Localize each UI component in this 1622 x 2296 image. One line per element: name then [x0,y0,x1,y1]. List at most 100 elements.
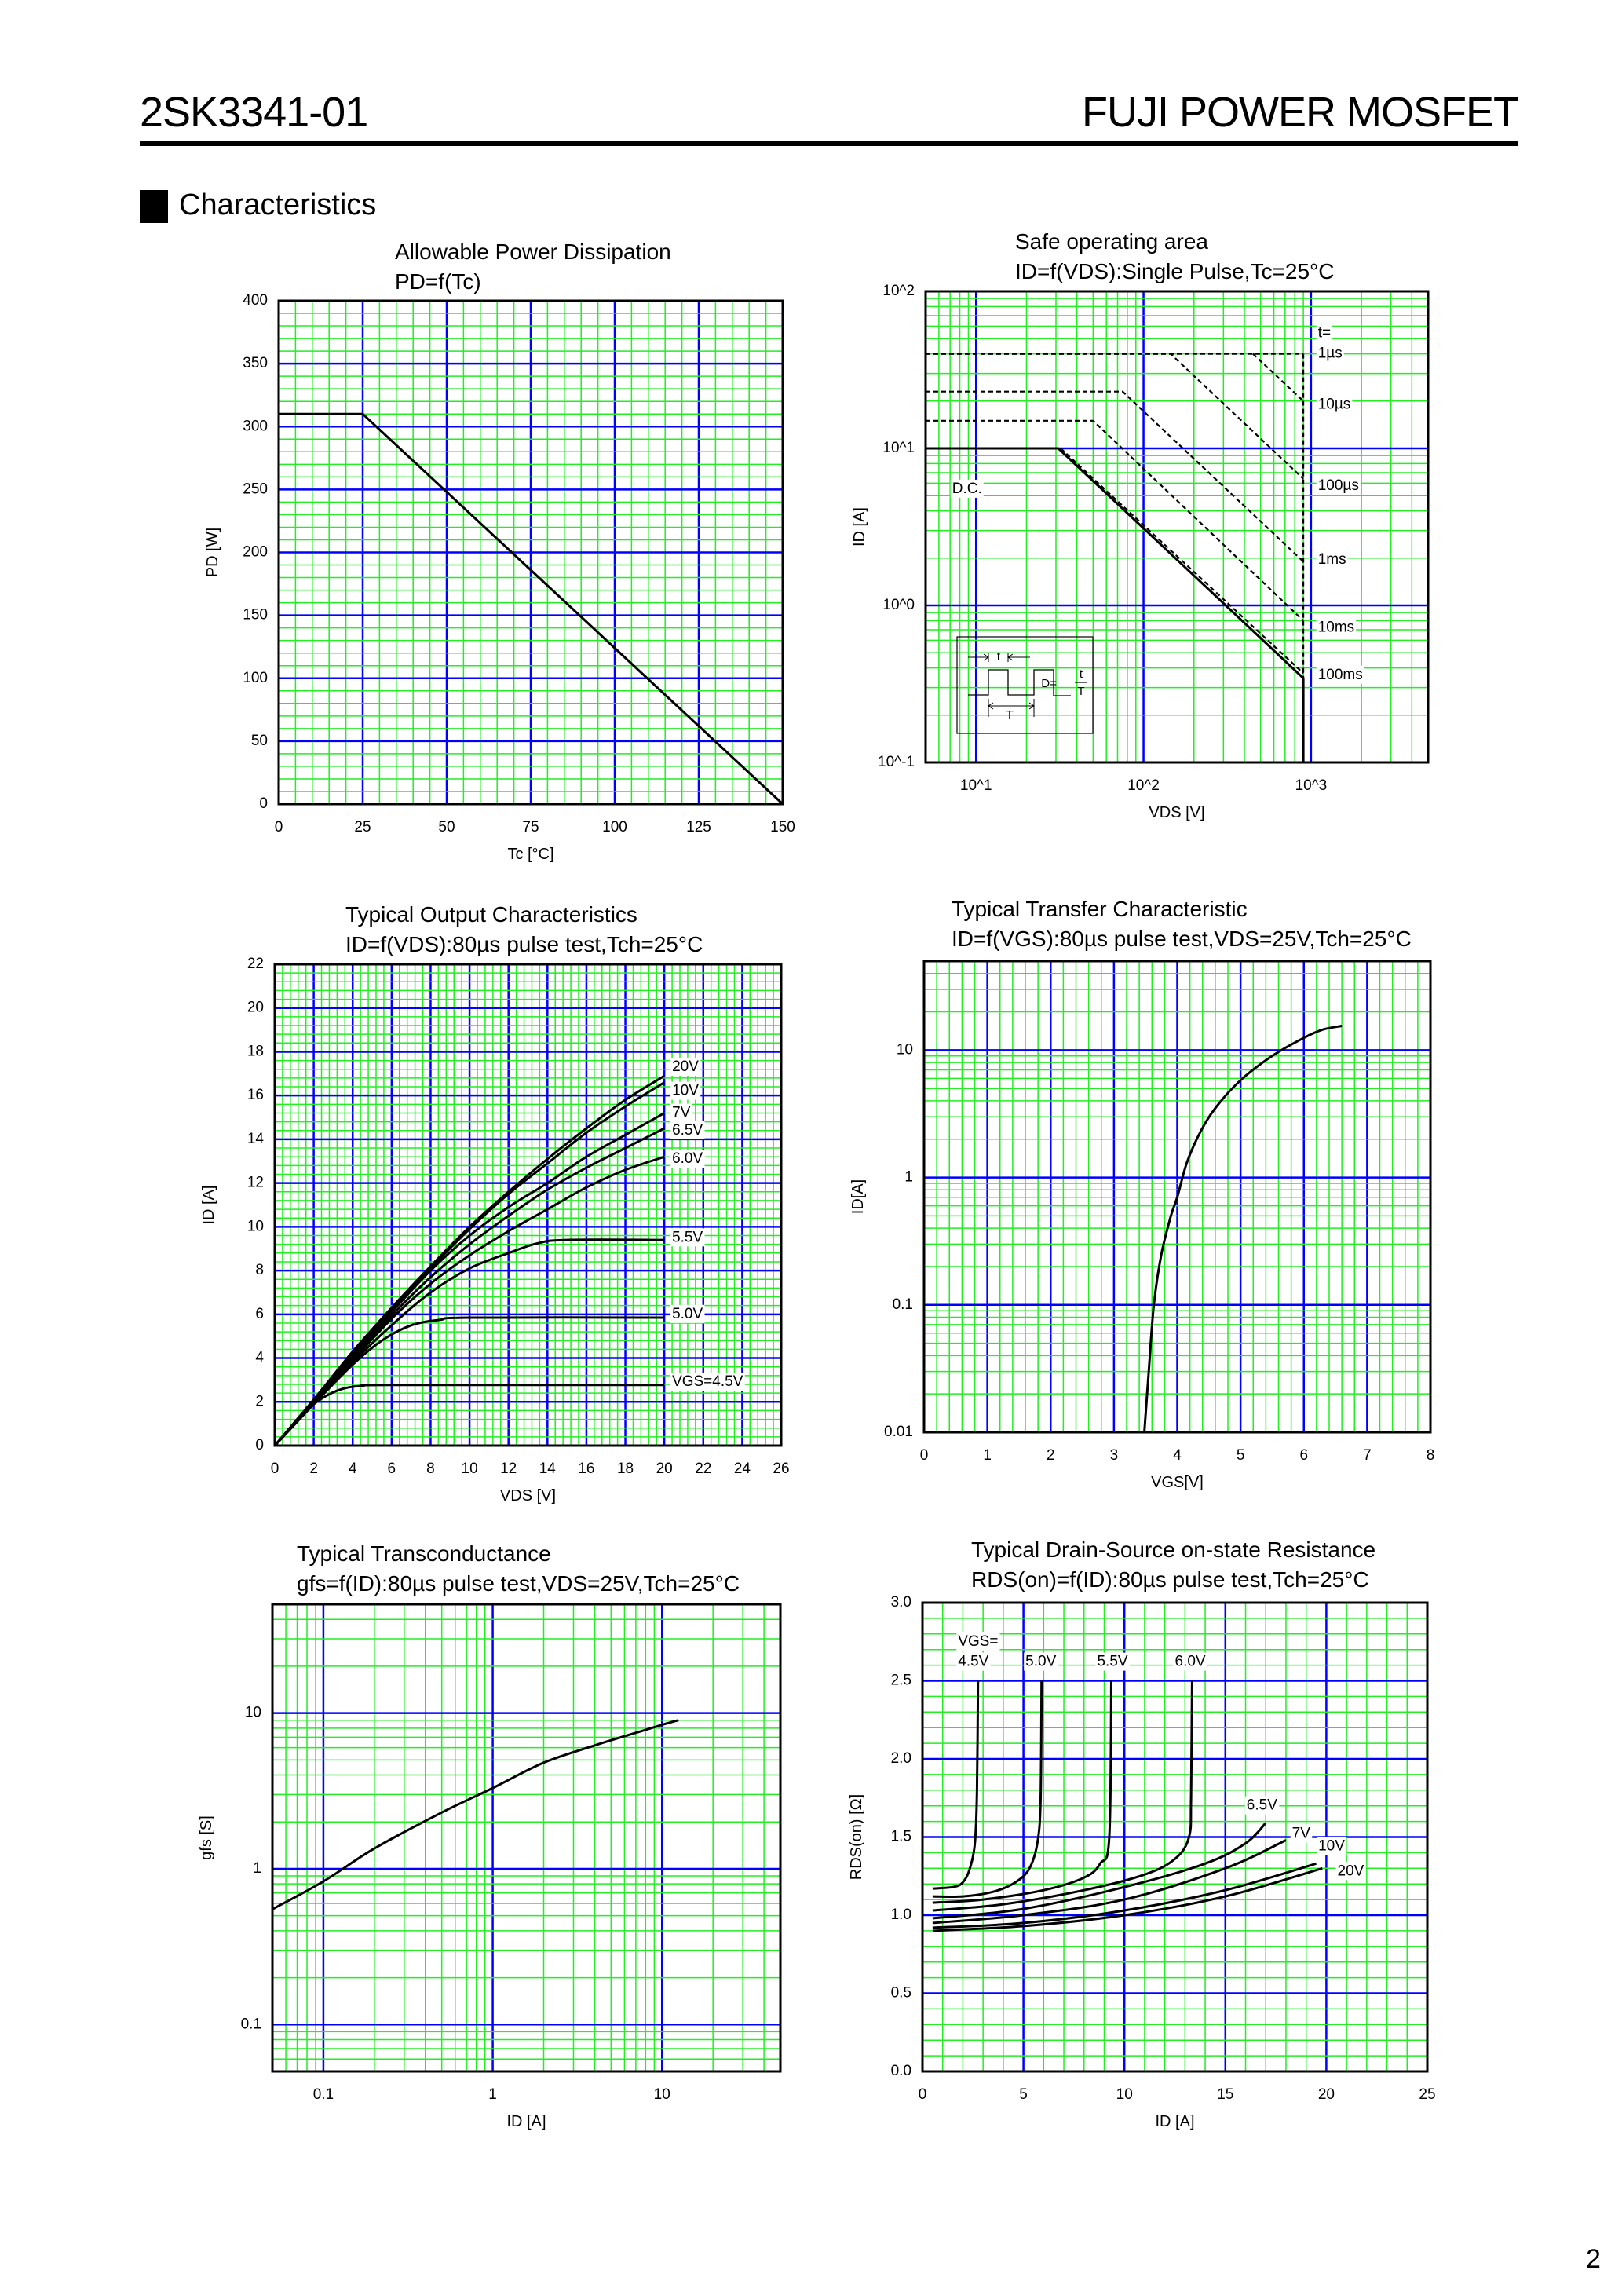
y-tick-label: 10^-1 [878,754,915,770]
x-tick-label: 0 [271,1461,279,1477]
series-label: 4.5V [958,1654,988,1670]
series-labels: 20V 10V 7V6.5V 6.0V 5.5V 5.0V VGS=4.5V [670,1057,745,1391]
y-tick-label: 8 [255,1262,264,1278]
series-line [272,1719,679,1910]
grid [279,301,783,804]
label-background [1095,1652,1130,1671]
x-tick-label: 50 [438,819,455,835]
x-tick-label: 100 [602,819,627,835]
chart-title: Safe operating area [1015,229,1208,254]
x-tick-label: 125 [686,819,711,835]
label-background [670,1373,745,1391]
page-number: 2 [1586,2244,1601,2274]
y-tick-label: 3.0 [891,1594,911,1610]
x-tick-label: 7 [1363,1447,1372,1464]
x-axis-label: VDS [V] [500,1487,556,1504]
series-label: 6.5V [1247,1797,1277,1814]
chart-soa-title: Safe operating area ID=f(VDS):Single Pul… [1015,227,1334,287]
label-background [1316,395,1353,414]
series-label: 5.5V [1097,1654,1127,1670]
pulse-waveform [968,669,1071,696]
series-line [273,1127,665,1446]
chart-transfer-title: Typical Transfer Characteristic ID=f(VGS… [952,894,1412,954]
pulse-width-arrows [968,653,1030,662]
label-background [956,1632,1000,1651]
grid [926,291,1428,762]
x-tick-label: 15 [1217,2086,1233,2103]
section-marker [140,190,168,223]
series-label: 5.0V [672,1306,703,1322]
series-line [926,353,1304,480]
label-background [1316,665,1364,684]
label-background [1244,1796,1280,1815]
duty-denominator: T [1077,685,1084,698]
chart-title: Typical Output Characteristics [345,902,637,927]
label-background [950,479,984,498]
x-tick-label: 24 [734,1461,751,1477]
series-line [1060,448,1304,675]
label-background [956,1652,991,1671]
chart-0: 0 25 50 75 100 125 150 0 50 100 150 200 250 300 350 400… [204,292,795,863]
series-label: 1ms [1318,551,1346,568]
series-label: 100ms [1318,667,1363,683]
series-label: 7V [672,1104,691,1121]
series-label: 6.0V [672,1150,703,1167]
x-axis-label: VGS[V] [1151,1474,1204,1491]
y-tick-label: 16 [247,1087,264,1103]
duty-label: D= [1041,677,1057,690]
x-tick-label: 4 [1173,1447,1182,1464]
x-tick-label: 22 [695,1461,711,1477]
series-line [926,447,1305,762]
y-tick-label: 14 [247,1131,265,1147]
label-background [1316,618,1357,637]
x-tick-label: 25 [354,819,371,835]
x-tick-label: 0 [275,819,283,835]
series-group [932,1680,1323,1932]
series-label: 10ms [1318,620,1354,636]
series-line [932,1839,1287,1925]
x-tick-label: 1 [983,1447,992,1464]
chart-3: 0 1 2 3 4 5 6 7 8 0.01 0.1 1 10 VGS[V] ID[A] [849,960,1434,1491]
y-tick-label: 1 [904,1169,913,1186]
y-axis-label: RDS(on) [Ω] [848,1794,865,1880]
x-tick-label: 75 [522,819,539,835]
x-tick-label: 20 [656,1461,673,1477]
chart-subtitle: PD=f(Tc) [395,269,481,294]
series-line [279,412,784,806]
series-line [1252,353,1304,402]
series-line [273,1081,665,1446]
label-background [1316,324,1333,342]
x-tick-label: 10 [1116,2086,1133,2103]
x-tick-label: 12 [500,1461,517,1477]
plot-border [921,1601,1429,2073]
x-tick-label: 2 [309,1461,318,1477]
x-tick-label: 8 [426,1461,435,1477]
series-line [932,1866,1323,1932]
series-line [926,419,1304,622]
x-axis-label: Tc [°C] [507,846,553,863]
series-line [932,1680,1193,1912]
label-background [1173,1652,1207,1671]
y-tick-label: 12 [247,1175,264,1191]
series-label: 5.0V [1025,1654,1056,1670]
x-tick-label: 10 [654,2086,670,2103]
y-tick-label: 150 [243,607,268,623]
series-group [273,1074,665,1447]
y-tick-label: 4 [255,1350,264,1366]
x-tick-label: 2 [1047,1447,1055,1464]
y-tick-label: 0 [259,795,268,812]
grid [924,961,1430,1432]
x-tick-label: 1 [488,2086,497,2103]
y-tick-label: 350 [243,355,268,371]
y-axis-label: ID [A] [200,1185,217,1224]
y-tick-label: 10^2 [882,283,915,299]
x-tick-label: 14 [539,1461,557,1477]
x-tick-label: 150 [770,819,795,835]
series-group [1143,1025,1343,1433]
plot-border [271,1603,782,2073]
y-tick-label: 50 [251,733,268,749]
duty-cycle-inset: tTD=tT [956,636,1094,734]
series-label: 7V [1292,1826,1311,1842]
x-tick-label: 20 [1318,2086,1335,2103]
